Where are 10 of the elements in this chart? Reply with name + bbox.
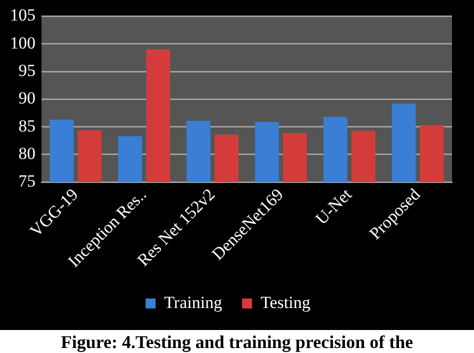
y-tick-label: 90 bbox=[18, 88, 36, 108]
legend-label: Testing bbox=[260, 292, 311, 312]
y-tick-label: 85 bbox=[18, 116, 36, 136]
y-tick-label: 95 bbox=[18, 60, 36, 80]
y-tick-label: 80 bbox=[18, 144, 36, 163]
y-tick-label: 100 bbox=[10, 33, 36, 52]
y-tick-label: 75 bbox=[18, 172, 36, 191]
text: Figure: 4.Testing and training precision of the bbox=[60, 332, 414, 352]
y-tick-label: 105 bbox=[10, 6, 36, 25]
legend-label: Training bbox=[164, 292, 223, 312]
